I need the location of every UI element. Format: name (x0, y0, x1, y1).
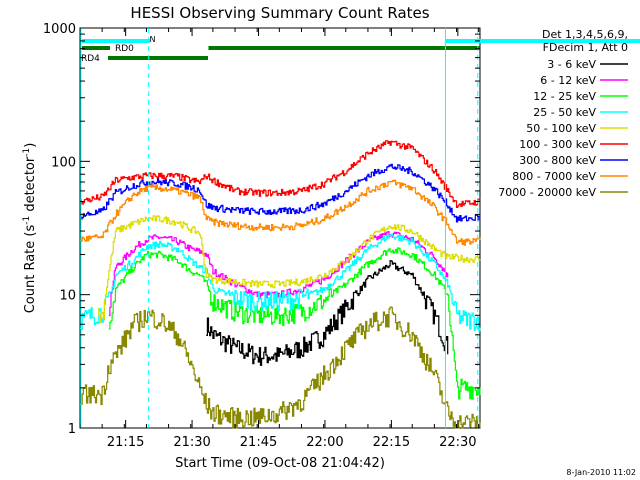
state-bar-n-2 (445, 39, 640, 43)
legend-header-2: FDecim 1, Att 0 (543, 41, 628, 54)
legend-label-8: 7000 - 20000 keV (498, 186, 596, 199)
y-label-sup1: -1 (22, 216, 32, 225)
series-line-4 (97, 215, 481, 324)
state-label-n: N (150, 35, 156, 44)
y-tick-label-3: 1000 (43, 22, 76, 37)
legend-label-3: 25 - 50 keV (533, 106, 596, 119)
legend-label-5: 100 - 300 keV (519, 138, 596, 151)
series-line-8 (80, 306, 481, 429)
y-label-sup2: -1 (22, 148, 32, 157)
state-label-rd4: RD4 (81, 54, 100, 64)
series-layer (80, 140, 481, 429)
legend-label-4: 50 - 100 keV (526, 122, 596, 135)
y-tick-label-2: 100 (51, 155, 76, 170)
x-tick-label-4: 22:15 (373, 435, 410, 450)
state-bar-rd4-b (108, 56, 208, 60)
x-tick-label-5: 22:30 (439, 435, 476, 450)
y-tick-label-0: 1 (68, 422, 76, 437)
y-label-end: ) (23, 143, 38, 148)
state-bar-n-1 (82, 39, 150, 43)
legend-items: 3 - 6 keV 6 - 12 keV 12 - 25 keV 25 - 50 ke… (498, 58, 628, 199)
legend-label-0: 3 - 6 keV (547, 58, 596, 71)
y-label-main: Count Rate (s (23, 225, 38, 314)
axes: 21:15 21:30 21:45 22:00 22:15 22:30 1 10 100 1000 (43, 22, 480, 450)
series-line-0 (206, 260, 449, 366)
plot-frame (79, 27, 481, 429)
y-tick-label-1: 10 (59, 289, 76, 304)
legend: Det 1,3,4,5,6,9, FDecim 1, Att 0 3 - 6 k… (498, 28, 628, 199)
state-label-rd0: RD0 (115, 44, 134, 54)
x-tick-label-2: 21:45 (240, 435, 277, 450)
series-line-6 (80, 163, 481, 223)
x-tick-label-3: 22:00 (306, 435, 343, 450)
state-bars: N RD0 RD4 (81, 35, 640, 64)
series-line-5 (80, 140, 481, 208)
series-line-3 (80, 233, 481, 332)
state-bar-rd0 (82, 46, 110, 50)
legend-label-6: 300 - 800 keV (519, 154, 596, 167)
legend-label-2: 12 - 25 keV (533, 90, 596, 103)
vertical-markers (80, 28, 479, 428)
x-tick-label-1: 21:30 (173, 435, 210, 450)
legend-label-1: 6 - 12 keV (540, 74, 596, 87)
x-tick-label-0: 21:15 (107, 435, 144, 450)
series-line-2 (108, 247, 481, 400)
series-line-7 (80, 179, 481, 246)
x-axis-label: Start Time (09-Oct-08 21:04:42) (175, 456, 385, 471)
y-label-mid: detector (23, 156, 38, 216)
legend-label-7: 800 - 7000 keV (512, 170, 596, 183)
footer-date: 8-Jan-2010 11:02 (566, 468, 636, 477)
state-bar-rd4 (208, 46, 480, 50)
legend-header-1: Det 1,3,4,5,6,9, (542, 28, 628, 41)
y-axis-label: Count Rate (s-1 detector-1) (22, 143, 38, 314)
chart-title: HESSI Observing Summary Count Rates (130, 4, 429, 22)
